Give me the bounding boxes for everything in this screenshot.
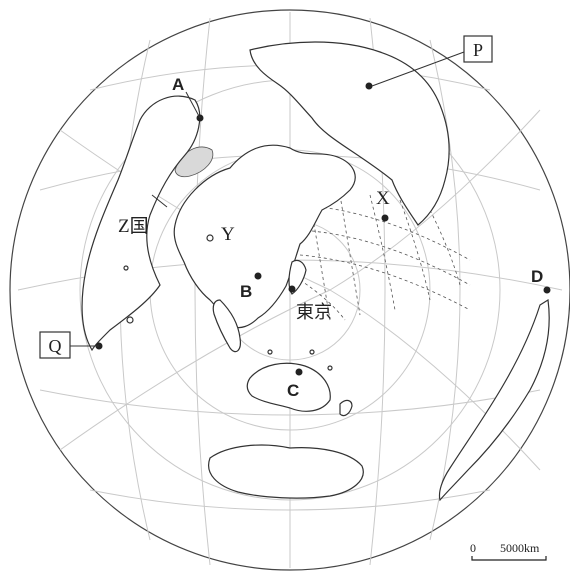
point-p-marker: [365, 82, 373, 90]
label-y: Y: [221, 224, 235, 245]
point-b-marker: [254, 272, 262, 280]
label-q: Q: [49, 336, 62, 356]
label-country-z: Z国: [118, 216, 149, 237]
point-markers: [95, 82, 551, 376]
label-c: C: [287, 381, 299, 400]
scale-bar: 0 5000km: [470, 541, 547, 561]
label-tokyo: 東京: [296, 302, 332, 322]
region-shaded: [174, 146, 214, 178]
point-x-marker: [381, 214, 389, 222]
label-x: X: [376, 188, 390, 209]
landmass-eurasia: [173, 144, 356, 329]
label-p-box: [463, 35, 493, 63]
landmass-south-asia: [212, 299, 241, 353]
landmass-japan: [288, 259, 307, 295]
scale-distance: 5000km: [500, 541, 540, 555]
small-islands: [123, 234, 333, 371]
landmass-australia: [246, 362, 331, 412]
label-a: A: [172, 75, 184, 94]
leader-lines: [70, 51, 465, 347]
label-q-box: [39, 331, 71, 359]
landmass-africa: [81, 95, 201, 352]
landmass-north-america: [249, 41, 450, 226]
landmass-south-america: [438, 298, 550, 502]
point-d-marker: [543, 286, 551, 294]
label-d: D: [531, 267, 543, 286]
label-p: P: [473, 40, 483, 60]
point-c-marker: [295, 368, 303, 376]
tokyo-marker: [288, 285, 296, 293]
label-b: B: [240, 282, 252, 301]
landmass-antarctica: [208, 444, 364, 499]
landmass-new-zealand: [339, 399, 353, 417]
scale-zero: 0: [470, 541, 476, 555]
